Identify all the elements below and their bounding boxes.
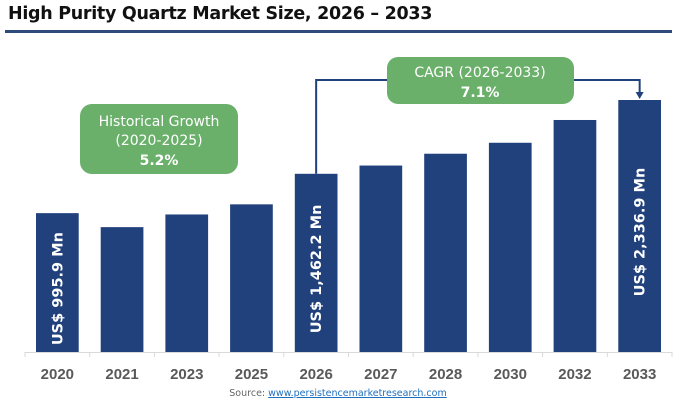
- x-tick-label-2030: 2030: [494, 366, 527, 383]
- source-link[interactable]: www.persistencemarketresearch.com: [268, 388, 447, 399]
- x-tick-label-2028: 2028: [429, 366, 462, 383]
- bar-2026: [294, 173, 338, 352]
- historical-growth-box: [80, 104, 238, 174]
- bar-2033: [618, 100, 662, 352]
- x-tick-label-2033: 2033: [623, 366, 656, 383]
- bar-2027: [359, 165, 403, 352]
- data-label-2026: US$ 1,462.2 Mn: [309, 205, 325, 334]
- x-tick-label-2023: 2023: [170, 366, 203, 383]
- title-underline: [5, 30, 672, 33]
- cagr-box: [387, 57, 574, 104]
- data-label-2033: US$ 2,336.9 Mn: [633, 168, 649, 297]
- cagr-value: 7.1%: [461, 85, 500, 101]
- source-label: Source:: [229, 388, 266, 399]
- x-tick-label-2026: 2026: [299, 366, 332, 383]
- bar-2021: [100, 227, 144, 352]
- x-tick-label-2020: 2020: [41, 366, 74, 383]
- x-tick-label-2027: 2027: [364, 366, 397, 383]
- source-line: Source: www.persistencemarketresearch.co…: [0, 388, 676, 399]
- bar-2028: [424, 153, 467, 352]
- bar-2030: [488, 142, 532, 352]
- data-label-2020: US$ 995.9 Mn: [50, 232, 66, 345]
- bar-2032: [553, 119, 597, 352]
- cagr-callout: CAGR (2026-2033) 7.1%: [387, 57, 574, 104]
- historical-growth-label: Historical Growth: [99, 114, 220, 130]
- chart-title: High Purity Quartz Market Size, 2026 – 2…: [8, 4, 433, 24]
- historical-growth-value: 5.2%: [140, 153, 179, 169]
- x-tick-label-2025: 2025: [235, 366, 268, 383]
- historical-growth-period: (2020-2025): [115, 133, 202, 149]
- x-tick-label-2021: 2021: [105, 366, 138, 383]
- x-tick-label-2032: 2032: [558, 366, 591, 383]
- arrow-down-icon: [635, 92, 644, 99]
- bar-2025: [230, 204, 273, 352]
- historical-growth-callout: Historical Growth (2020-2025) 5.2%: [80, 104, 238, 174]
- bar-2023: [165, 214, 209, 352]
- cagr-label: CAGR (2026-2033): [414, 65, 545, 81]
- bar-2020: [35, 213, 79, 352]
